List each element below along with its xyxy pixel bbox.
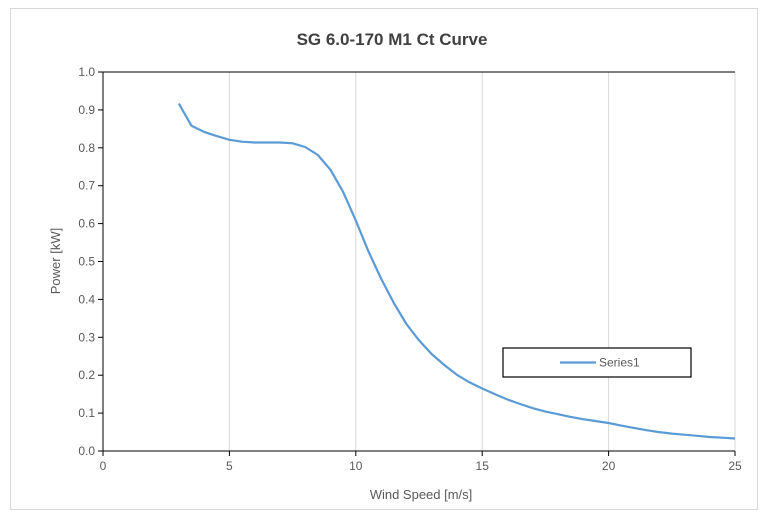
y-tick-label: 0.4 <box>78 292 95 306</box>
chart-svg: SG 6.0-170 M1 Ct Curve 0.00.10.20.30.40.… <box>48 30 742 502</box>
x-tick-label: 25 <box>728 459 742 473</box>
series-line-series1 <box>177 102 736 440</box>
chart-title: SG 6.0-170 M1 Ct Curve <box>297 30 488 49</box>
y-tick-label: 0.7 <box>78 179 95 193</box>
y-tick-label: 0.5 <box>78 255 95 269</box>
y-axis-title: Power [kW] <box>48 228 63 294</box>
legend-label-series1: Series1 <box>599 356 640 370</box>
x-tick-label: 20 <box>602 459 616 473</box>
grid-layer <box>228 72 736 451</box>
legend-box <box>502 347 692 378</box>
y-tick-label: 0.0 <box>78 444 95 458</box>
x-tick-label: 10 <box>349 459 363 473</box>
chart-frame: SG 6.0-170 M1 Ct Curve 0.0 0.1 0.2 0.3 0.4 0.… <box>10 8 758 510</box>
tick-layer: 0.0 0.1 0.2 0.3 0.4 0.5 0.6 0.7 0.8 0.9 1.0 0 5 10 15 2… <box>78 65 742 473</box>
y-tick-label: 0.3 <box>78 330 95 344</box>
y-tick-label: 1.0 <box>78 65 95 79</box>
y-tick-label: 0.1 <box>78 406 95 420</box>
x-tick-label: 15 <box>476 459 490 473</box>
x-tick-label: 5 <box>226 459 233 473</box>
y-tick-label: 0.9 <box>78 103 95 117</box>
y-tick-label: 0.8 <box>78 141 95 155</box>
y-tick-label: 0.2 <box>78 368 95 382</box>
y-tick-label: 0.6 <box>78 217 95 231</box>
series-layer <box>177 102 736 440</box>
legend: Series1 <box>502 347 692 378</box>
x-tick-label: 0 <box>100 459 107 473</box>
x-axis-title: Wind Speed [m/s] <box>370 487 473 502</box>
